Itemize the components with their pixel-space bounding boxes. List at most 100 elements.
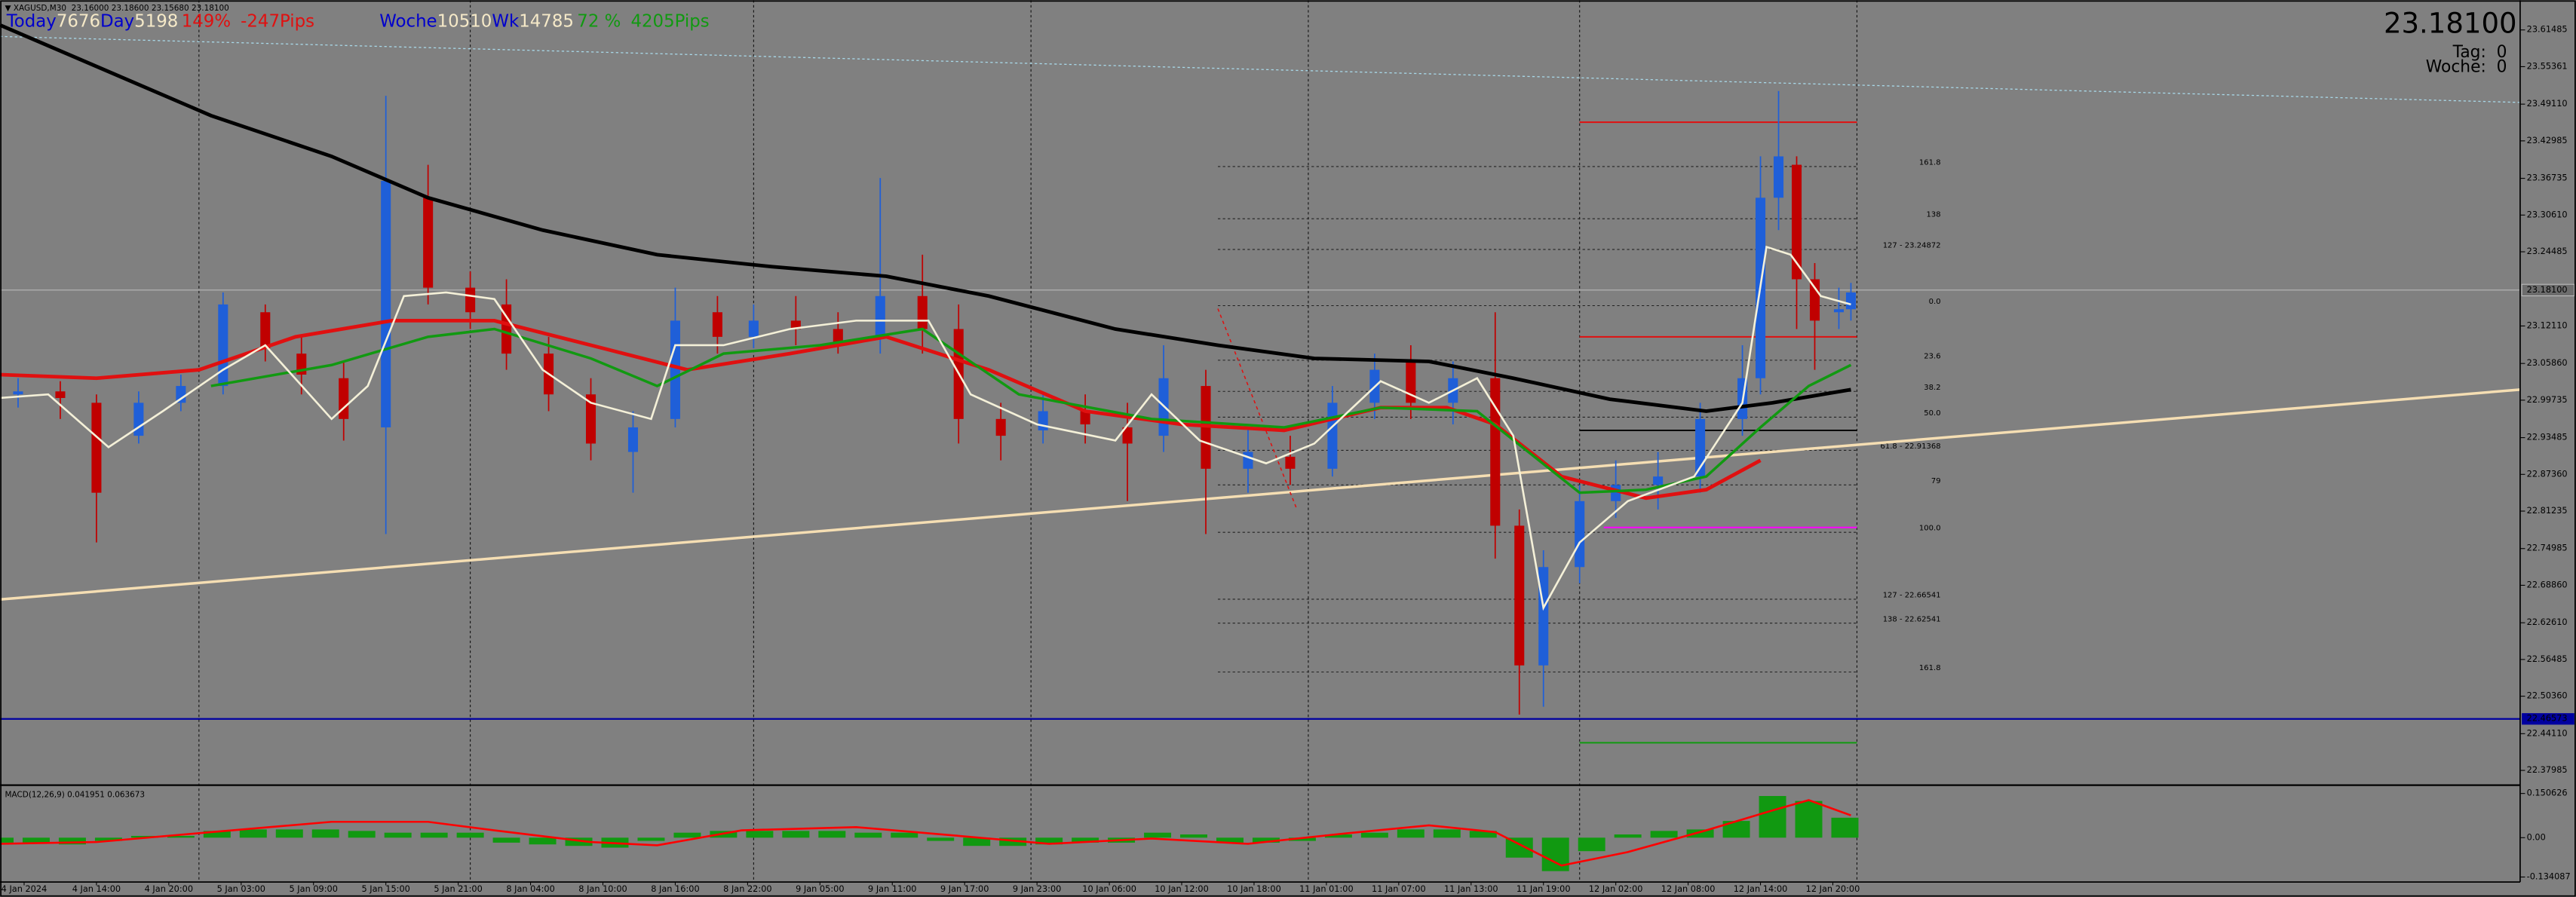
macd-y-tick-label: 0.00 (2527, 831, 2546, 842)
macd-bar (1795, 801, 1823, 838)
x-tick-label: 12 Jan 02:00 (1589, 883, 1643, 894)
macd-bar (239, 829, 267, 838)
x-tick-label: 9 Jan 11:00 (868, 883, 916, 894)
fib-label: 161.8 (1919, 664, 1941, 672)
stat-percent: 72 % (577, 11, 621, 31)
stat-label: Woche (379, 11, 437, 31)
candle-body (748, 320, 759, 337)
candle-body (1774, 156, 1784, 198)
macd-bar (167, 835, 195, 838)
macd-bar (673, 832, 701, 838)
x-tick-label: 9 Jan 17:00 (940, 883, 989, 894)
level-tag-label: 22.46573 (2527, 713, 2568, 724)
macd-bar (384, 832, 412, 838)
macd-bar (203, 831, 231, 838)
candle-body (1285, 456, 1296, 469)
candle-body (1809, 279, 1820, 321)
macd-bar (529, 837, 557, 845)
y-tick-label: 22.93485 (2527, 432, 2568, 442)
x-tick-label: 11 Jan 13:00 (1444, 883, 1498, 894)
fib-label: 79 (1931, 477, 1941, 485)
macd-bar (311, 829, 339, 838)
x-tick-label: 5 Jan 03:00 (217, 883, 265, 894)
macd-bar (456, 832, 484, 838)
y-tick-label: 22.50360 (2527, 690, 2568, 701)
fib-label: 127 - 23.24872 (1883, 241, 1941, 250)
macd-bar (1324, 834, 1352, 838)
macd-bar (1035, 837, 1063, 845)
candle-body (1791, 164, 1802, 280)
macd-bar (130, 835, 158, 838)
y-tick-label: 22.68860 (2527, 579, 2568, 589)
candle-body (1575, 501, 1585, 568)
macd-bar (58, 837, 86, 845)
candle-body (917, 295, 928, 329)
fib-label: 100.0 (1919, 525, 1941, 533)
stat-pips: -247Pips (241, 11, 314, 31)
week-stats: Woche10510Wk14785 72 % 4205Pips (379, 11, 709, 31)
fib-label: 38.2 (1924, 384, 1940, 392)
fib-label: 61.8 - 22.91368 (1881, 442, 1941, 451)
macd-signal (0, 799, 1851, 867)
candle-body (1243, 452, 1253, 469)
symbol-info: ▼ XAGUSD,M30 23.16000 23.18600 23.15680 … (5, 4, 229, 13)
macd-bar (94, 837, 122, 841)
fib-label: 0.0 (1929, 298, 1941, 306)
candle-body (875, 295, 885, 337)
macd-bar (0, 837, 14, 843)
macd-bar (348, 831, 376, 838)
stat-percent: 149% (182, 11, 231, 31)
y-tick-label: 22.56485 (2527, 654, 2568, 664)
candle-body (1538, 567, 1549, 666)
fib-label: 138 - 22.62541 (1883, 615, 1941, 623)
candle-body (13, 391, 23, 395)
macd-bar (1433, 829, 1461, 838)
y-tick-label: 23.61485 (2527, 24, 2568, 35)
macd-bar (782, 831, 810, 838)
x-tick-label: 12 Jan 14:00 (1734, 883, 1788, 894)
candle-body (133, 403, 144, 436)
candle-body (91, 403, 102, 493)
macd-bar (1216, 837, 1244, 843)
fib-label: 127 - 22.66541 (1883, 591, 1941, 599)
day-stats: Today7676Day5198 149% -247Pips (6, 11, 314, 31)
stat-value: 14785 (519, 11, 574, 31)
candle-body (1327, 403, 1338, 469)
y-tick-label: 23.30610 (2527, 209, 2568, 219)
macd-bar (1578, 837, 1605, 852)
x-tick-label: 9 Jan 05:00 (796, 883, 844, 894)
y-tick-label: 22.81235 (2527, 505, 2568, 516)
candle-body (995, 418, 1006, 436)
candle-body (1653, 476, 1664, 485)
trendline (0, 388, 2521, 601)
macd-bar (999, 837, 1027, 846)
x-tick-label: 8 Jan 10:00 (578, 883, 627, 894)
candle-body (1122, 427, 1133, 444)
macd-bar (1144, 832, 1172, 838)
candle-body (1490, 378, 1501, 526)
y-tick-label: 22.74985 (2527, 543, 2568, 553)
stat-pips: 4205Pips (630, 11, 709, 31)
candle-body (501, 304, 512, 354)
y-tick-label: 23.55361 (2527, 60, 2568, 71)
candle-body (55, 391, 66, 398)
macd-bar (565, 837, 593, 846)
y-tick-label: 23.05860 (2527, 357, 2568, 368)
candle-body (339, 378, 349, 419)
fib-label: 50.0 (1924, 409, 1940, 418)
fib-label: 138 (1926, 211, 1940, 219)
candle-body (585, 394, 596, 444)
day-counter: Tag: 0 (2452, 43, 2507, 62)
stat-label: Day (100, 11, 134, 31)
stat-value: 10510 (437, 11, 492, 31)
y-tick-label: 22.99735 (2527, 394, 2568, 405)
x-tick-label: 8 Jan 22:00 (723, 883, 771, 894)
macd-bar (275, 829, 303, 838)
x-tick-label: 11 Jan 19:00 (1516, 883, 1571, 894)
x-tick-label: 12 Jan 20:00 (1806, 883, 1860, 894)
macd-bar (963, 837, 991, 846)
macd-bar (1360, 832, 1388, 838)
stat-label: Wk (492, 11, 520, 31)
